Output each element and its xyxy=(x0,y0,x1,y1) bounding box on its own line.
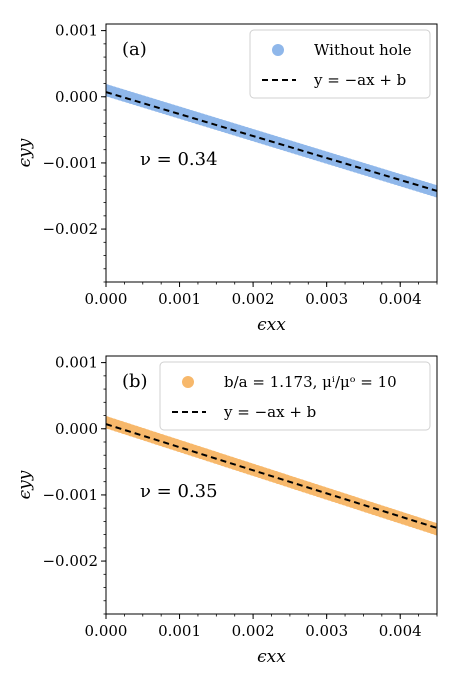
x-tick-label: 0.001 xyxy=(158,290,201,308)
legend-entry-label: y = −ax + b xyxy=(313,71,406,89)
plot-area xyxy=(106,416,437,536)
y-axis-label: ϵyy xyxy=(15,470,35,499)
y-tick-label: −0.001 xyxy=(42,154,98,172)
x-axis-label: ϵxx xyxy=(257,315,286,335)
x-tick-label: 0.003 xyxy=(305,622,348,640)
legend-marker xyxy=(272,44,284,56)
panel-label: (b) xyxy=(122,371,148,392)
y-tick-label: −0.002 xyxy=(42,552,98,570)
panel-b: 0.000 0.001 0.002 0.003 0.004 0.001 0.000 −0.00… xyxy=(15,354,438,667)
fit-line xyxy=(106,423,437,529)
legend-marker xyxy=(182,376,194,388)
y-tick-label: 0.001 xyxy=(55,354,98,372)
y-axis-label: ϵyy xyxy=(15,138,35,167)
x-tick-label: 0.004 xyxy=(379,622,422,640)
y-tick-label: 0.000 xyxy=(55,88,98,106)
panel-a: 0.000 0.001 0.002 0.003 0.004 0.001 0.000 −0.00… xyxy=(15,22,438,335)
x-tick-label: 0.000 xyxy=(85,622,128,640)
legend: b/a = 1.173, μⁱ/μᵒ = 10 y = −ax + b xyxy=(159,361,431,431)
y-tick-label: −0.002 xyxy=(42,220,98,238)
x-tick-label: 0.000 xyxy=(85,290,128,308)
x-tick-label: 0.002 xyxy=(232,290,275,308)
legend: Without hole y = −ax + b xyxy=(249,29,431,99)
data-point xyxy=(431,185,437,198)
legend-entry-label: y = −ax + b xyxy=(223,403,316,421)
legend-entry-label: Without hole xyxy=(314,41,412,59)
y-tick-label: 0.001 xyxy=(55,22,98,40)
legend-box xyxy=(159,361,431,431)
x-tick-label: 0.003 xyxy=(305,290,348,308)
plot-area xyxy=(106,84,437,198)
x-axis-label: ϵxx xyxy=(257,647,286,667)
x-tick-label: 0.004 xyxy=(379,290,422,308)
panel-label: (a) xyxy=(122,39,147,60)
y-tick-label: −0.001 xyxy=(42,486,98,504)
legend-entry-label: b/a = 1.173, μⁱ/μᵒ = 10 xyxy=(224,373,397,391)
y-tick-label: 0.000 xyxy=(55,420,98,438)
x-tick-label: 0.001 xyxy=(158,622,201,640)
poisson-ratio-annotation: ν = 0.35 xyxy=(140,481,218,502)
x-tick-label: 0.002 xyxy=(232,622,275,640)
fit-line xyxy=(106,91,437,192)
poisson-ratio-annotation: ν = 0.34 xyxy=(140,149,218,170)
